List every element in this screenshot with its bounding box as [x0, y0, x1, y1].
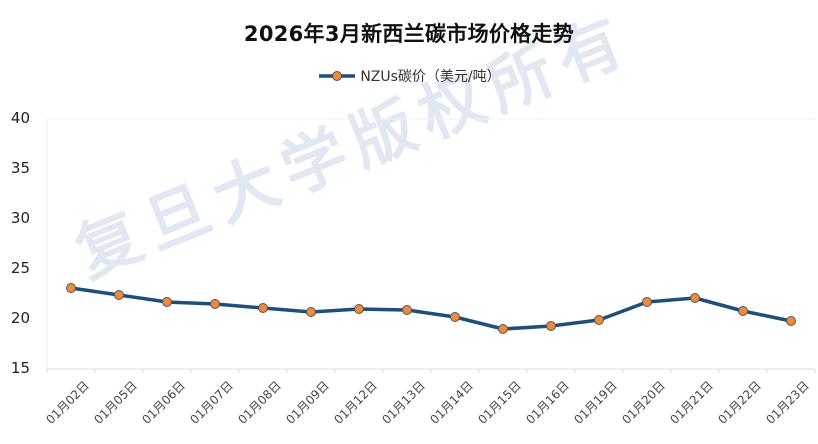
- legend-line-marker-icon: [319, 71, 356, 81]
- y-tick-label: 30: [10, 209, 30, 227]
- data-point-marker: [450, 312, 460, 322]
- data-point-marker: [546, 321, 556, 331]
- data-point-marker: [690, 293, 700, 303]
- y-tick-label: 40: [10, 109, 30, 127]
- data-point-marker: [162, 297, 172, 307]
- y-tick-label: 20: [10, 309, 30, 327]
- y-tick-label: 35: [10, 159, 30, 177]
- data-point-marker: [402, 305, 412, 315]
- data-point-marker: [210, 299, 220, 309]
- data-point-marker: [498, 324, 508, 334]
- y-tick-label: 25: [10, 259, 30, 277]
- y-tick-label: 15: [10, 359, 30, 377]
- data-point-marker: [306, 307, 316, 317]
- data-point-marker: [66, 283, 76, 293]
- legend: NZUs碳价（美元/吨）: [0, 66, 818, 86]
- data-point-marker: [114, 290, 124, 300]
- data-point-marker: [786, 316, 796, 326]
- legend-label: NZUs碳价（美元/吨）: [360, 69, 501, 85]
- data-point-marker: [594, 315, 604, 325]
- data-point-marker: [258, 303, 268, 313]
- chart-title: 2026年3月新西兰碳市场价格走势: [243, 22, 575, 46]
- data-point-marker: [354, 304, 364, 314]
- series-line: [70, 286, 792, 331]
- data-point-marker: [738, 306, 748, 316]
- data-point-marker: [642, 297, 652, 307]
